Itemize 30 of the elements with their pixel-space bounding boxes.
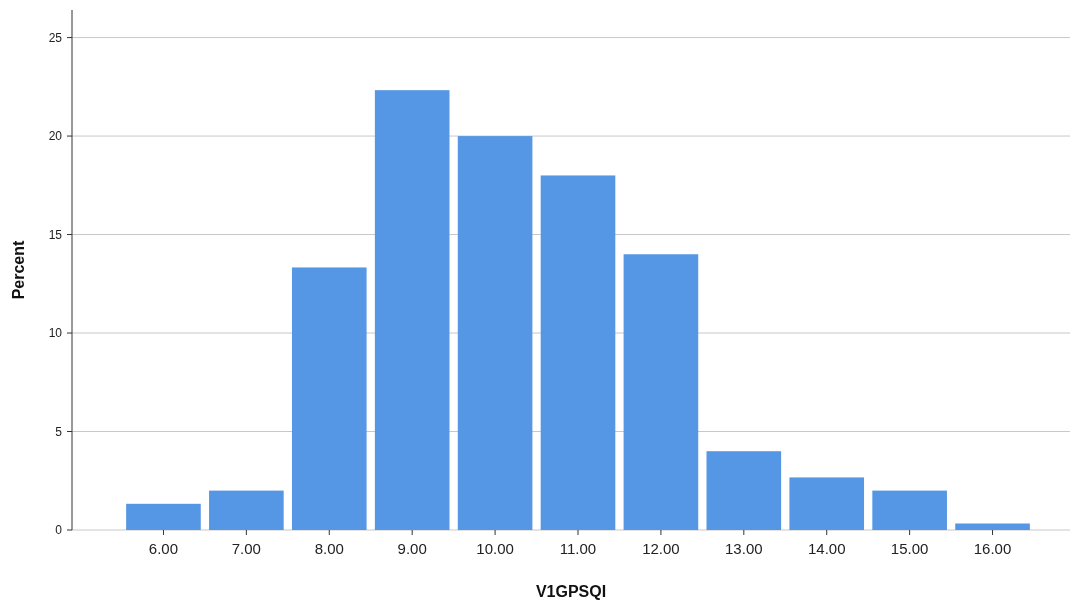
bar [126, 503, 201, 530]
x-tick-label: 14.00 [807, 540, 846, 557]
bar [955, 523, 1030, 530]
x-tick-label: 6.00 [148, 540, 179, 557]
bar [789, 477, 865, 530]
x-tick-label: 7.00 [231, 540, 261, 557]
y-tick-label: 0 [55, 523, 63, 538]
x-tick-label: 16.00 [973, 540, 1012, 557]
bar [374, 90, 450, 530]
bar [540, 175, 616, 530]
bar [291, 267, 367, 530]
bar [872, 490, 947, 530]
x-tick-label: 10.00 [476, 540, 514, 557]
x-tick-label: 12.00 [642, 540, 680, 557]
x-tick-label: 15.00 [890, 540, 929, 557]
y-tick-label: 25 [48, 30, 63, 45]
y-tick-label: 15 [48, 227, 63, 242]
x-tick-label: 13.00 [725, 540, 763, 557]
y-tick-label: 5 [55, 424, 63, 439]
bar [623, 254, 699, 530]
y-tick-label: 20 [48, 129, 63, 144]
x-tick-label: 11.00 [559, 540, 597, 557]
x-tick-label: 8.00 [314, 540, 344, 557]
y-axis-title: Percent [10, 239, 27, 300]
bar [209, 490, 284, 530]
bar [457, 136, 533, 530]
y-tick-label: 10 [48, 326, 63, 341]
bar [706, 451, 782, 530]
x-axis-title: V1GPSQI [535, 583, 607, 600]
x-tick-label: 9.00 [397, 540, 427, 557]
